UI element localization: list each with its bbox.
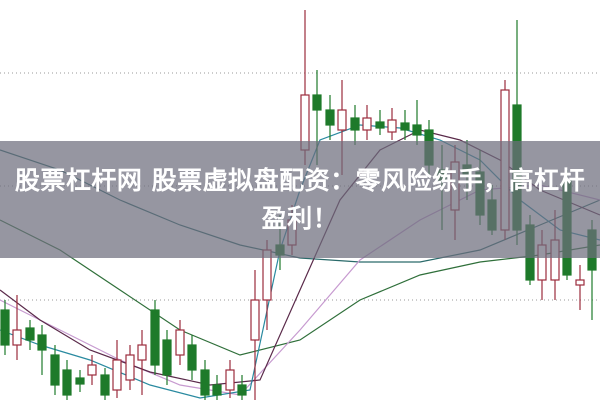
candle-up: [125, 354, 135, 381]
candle-down: [37, 334, 47, 351]
candle-down: [25, 327, 35, 341]
candle-up: [362, 117, 372, 131]
candle-up: [12, 329, 22, 346]
candle-down: [0, 309, 10, 346]
article-title: 股票杠杆网 股票虚拟盘配资：零风险练手，高杠杆盈利！: [14, 165, 586, 233]
candle-up: [137, 344, 147, 361]
candle-up: [250, 299, 260, 341]
candle-up: [225, 369, 235, 391]
candle-down: [187, 344, 197, 371]
candle-down: [162, 339, 172, 376]
candle-down: [200, 369, 210, 396]
candle-down: [75, 377, 85, 385]
candle-down: [100, 374, 110, 396]
candle-up: [175, 329, 185, 356]
candle-down: [312, 94, 322, 111]
candle-down: [325, 109, 335, 126]
candle-down: [400, 122, 410, 131]
candle-down: [150, 309, 160, 366]
candle-down: [50, 354, 60, 386]
candle-up: [337, 109, 347, 131]
candle-down: [375, 121, 385, 129]
moving-average-line: [0, 219, 600, 356]
candle-down: [412, 124, 422, 136]
candle-down: [62, 369, 72, 396]
candle-down: [350, 117, 360, 131]
candle-up: [112, 359, 122, 391]
title-overlay: 股票杠杆网 股票虚拟盘配资：零风险练手，高杠杆盈利！: [0, 141, 600, 258]
candle-up: [575, 279, 585, 286]
candle-up: [87, 364, 97, 376]
candle-up: [387, 119, 397, 133]
candle-down: [212, 384, 222, 396]
candle-down: [237, 384, 247, 396]
